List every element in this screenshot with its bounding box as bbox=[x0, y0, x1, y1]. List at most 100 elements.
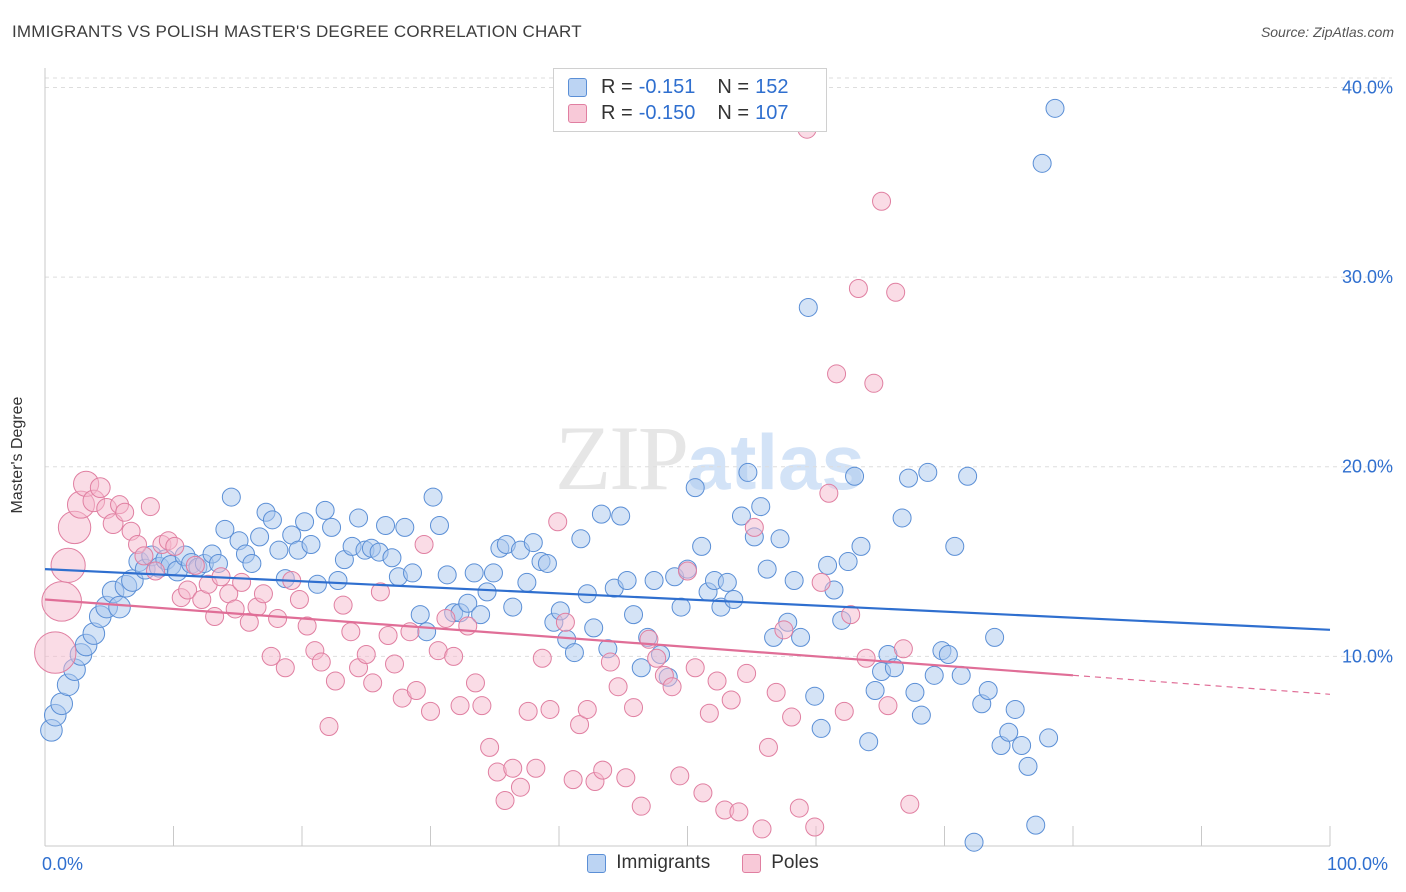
immigrants-point bbox=[437, 565, 457, 585]
poles-point bbox=[563, 770, 583, 790]
immigrants-swatch bbox=[587, 853, 607, 873]
immigrants-point bbox=[269, 540, 289, 560]
poles-point bbox=[532, 648, 552, 668]
immigrants-point bbox=[631, 658, 651, 678]
poles-point bbox=[275, 658, 295, 678]
immigrants-point bbox=[395, 517, 415, 537]
poles-point bbox=[333, 595, 353, 615]
immigrants-point bbox=[985, 627, 1005, 647]
poles-point bbox=[685, 658, 705, 678]
immigrants-point bbox=[382, 548, 402, 568]
n-label: N = bbox=[717, 75, 750, 98]
immigrants-point bbox=[503, 597, 523, 617]
poles-point bbox=[693, 783, 713, 803]
poles-point bbox=[766, 682, 786, 702]
x-tick-min: 0.0% bbox=[42, 854, 84, 874]
immigrants-point bbox=[818, 555, 838, 575]
poles-points bbox=[34, 119, 920, 839]
immigrants-point bbox=[423, 487, 443, 507]
immigrants-point bbox=[464, 563, 484, 583]
legend-item-immigrants[interactable]: Immigrants bbox=[587, 852, 710, 874]
legend-row-immigrants: R = -0.151 N = 152 bbox=[568, 74, 788, 100]
poles-point bbox=[50, 547, 86, 583]
immigrants-point bbox=[671, 597, 691, 617]
correlation-legend: R = -0.151 N = 152 R = -0.150 N = 107 bbox=[553, 68, 827, 132]
immigrants-point bbox=[851, 536, 871, 556]
immigrants-point bbox=[865, 681, 885, 701]
series-legend: Immigrants Poles bbox=[0, 852, 1406, 874]
immigrants-point bbox=[685, 478, 705, 498]
immigrants-points bbox=[40, 98, 1065, 852]
immigrants-point bbox=[1012, 735, 1032, 755]
immigrants-point bbox=[262, 510, 282, 530]
poles-point bbox=[699, 703, 719, 723]
poles-point bbox=[406, 681, 426, 701]
immigrants-point bbox=[429, 516, 449, 536]
immigrants-point bbox=[221, 487, 241, 507]
immigrants-point bbox=[918, 462, 938, 482]
immigrants-point bbox=[315, 500, 335, 520]
poles-point bbox=[518, 701, 538, 721]
immigrants-point bbox=[738, 462, 758, 482]
immigrants-point bbox=[791, 627, 811, 647]
immigrants-point bbox=[564, 643, 584, 663]
poles-point bbox=[325, 671, 345, 691]
immigrants-point bbox=[517, 572, 537, 592]
poles-point bbox=[827, 364, 847, 384]
axes bbox=[44, 68, 1331, 847]
poles-point bbox=[721, 690, 741, 710]
r-label: R = bbox=[601, 75, 633, 98]
poles-point bbox=[819, 483, 839, 503]
y-tick-label: 10.0% bbox=[1342, 646, 1393, 666]
poles-point bbox=[472, 696, 492, 716]
immigrants-point bbox=[945, 536, 965, 556]
n-value-poles: 107 bbox=[755, 101, 789, 124]
poles-point bbox=[811, 572, 831, 592]
poles-point bbox=[289, 589, 309, 609]
immigrants-point bbox=[999, 722, 1019, 742]
legend-label-immigrants: Immigrants bbox=[616, 852, 711, 873]
poles-point bbox=[503, 758, 523, 778]
immigrants-point bbox=[958, 466, 978, 486]
poles-point bbox=[510, 777, 530, 797]
r-label: R = bbox=[601, 101, 633, 124]
poles-point bbox=[225, 599, 245, 619]
poles-point bbox=[185, 555, 205, 575]
immigrants-point bbox=[899, 468, 919, 488]
immigrants-point bbox=[1026, 815, 1046, 835]
poles-point bbox=[758, 737, 778, 757]
poles-point bbox=[268, 608, 288, 628]
immigrants-point bbox=[811, 718, 831, 738]
legend-item-poles[interactable]: Poles bbox=[742, 852, 819, 874]
poles-point bbox=[232, 572, 252, 592]
immigrants-point bbox=[1045, 98, 1065, 118]
poles-point bbox=[900, 794, 920, 814]
poles-point bbox=[341, 622, 361, 642]
poles-point bbox=[205, 607, 225, 627]
immigrants-point bbox=[458, 593, 478, 613]
poles-point bbox=[465, 673, 485, 693]
immigrants-point bbox=[295, 512, 315, 532]
poles-point bbox=[495, 790, 515, 810]
poles-point bbox=[864, 373, 884, 393]
immigrants-point bbox=[938, 644, 958, 664]
immigrants-point bbox=[624, 605, 644, 625]
poles-point bbox=[480, 737, 500, 757]
immigrants-point bbox=[1018, 756, 1038, 776]
immigrants-point bbox=[301, 534, 321, 554]
immigrants-point bbox=[905, 682, 925, 702]
poles-point bbox=[841, 605, 861, 625]
immigrants-point bbox=[410, 605, 430, 625]
trend-lines bbox=[44, 568, 1331, 695]
poles-point bbox=[239, 612, 259, 632]
poles-point bbox=[893, 639, 913, 659]
poles-swatch bbox=[568, 103, 587, 123]
poles-point bbox=[165, 536, 185, 556]
immigrants-point bbox=[724, 589, 744, 609]
poles-point bbox=[782, 707, 802, 727]
poles-point bbox=[624, 698, 644, 718]
poles-point bbox=[540, 699, 560, 719]
poles-point bbox=[886, 282, 906, 302]
immigrants-point bbox=[537, 553, 557, 573]
